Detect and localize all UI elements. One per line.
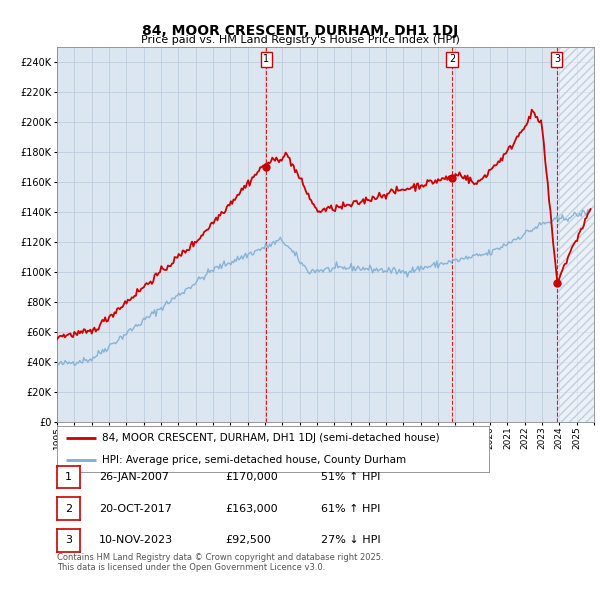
Text: 2: 2: [449, 54, 455, 64]
Text: Contains HM Land Registry data © Crown copyright and database right 2025.: Contains HM Land Registry data © Crown c…: [57, 553, 383, 562]
Text: 27% ↓ HPI: 27% ↓ HPI: [321, 536, 380, 545]
Text: 20-OCT-2017: 20-OCT-2017: [99, 504, 172, 513]
Text: 26-JAN-2007: 26-JAN-2007: [99, 472, 169, 481]
Text: 3: 3: [65, 536, 72, 545]
Text: 1: 1: [263, 54, 269, 64]
Text: Price paid vs. HM Land Registry's House Price Index (HPI): Price paid vs. HM Land Registry's House …: [140, 35, 460, 45]
Text: 2: 2: [65, 504, 72, 513]
Text: 1: 1: [65, 472, 72, 481]
Text: £163,000: £163,000: [225, 504, 278, 513]
Text: 51% ↑ HPI: 51% ↑ HPI: [321, 472, 380, 481]
Bar: [557, 47, 600, 422]
Bar: [557, 47, 600, 422]
Text: 61% ↑ HPI: 61% ↑ HPI: [321, 504, 380, 513]
Text: HPI: Average price, semi-detached house, County Durham: HPI: Average price, semi-detached house,…: [103, 454, 406, 464]
Text: 84, MOOR CRESCENT, DURHAM, DH1 1DJ: 84, MOOR CRESCENT, DURHAM, DH1 1DJ: [142, 24, 458, 38]
Text: 3: 3: [554, 54, 560, 64]
Text: 84, MOOR CRESCENT, DURHAM, DH1 1DJ (semi-detached house): 84, MOOR CRESCENT, DURHAM, DH1 1DJ (semi…: [103, 434, 440, 444]
Text: This data is licensed under the Open Government Licence v3.0.: This data is licensed under the Open Gov…: [57, 563, 325, 572]
Text: £170,000: £170,000: [225, 472, 278, 481]
Text: 10-NOV-2023: 10-NOV-2023: [99, 536, 173, 545]
Text: £92,500: £92,500: [225, 536, 271, 545]
